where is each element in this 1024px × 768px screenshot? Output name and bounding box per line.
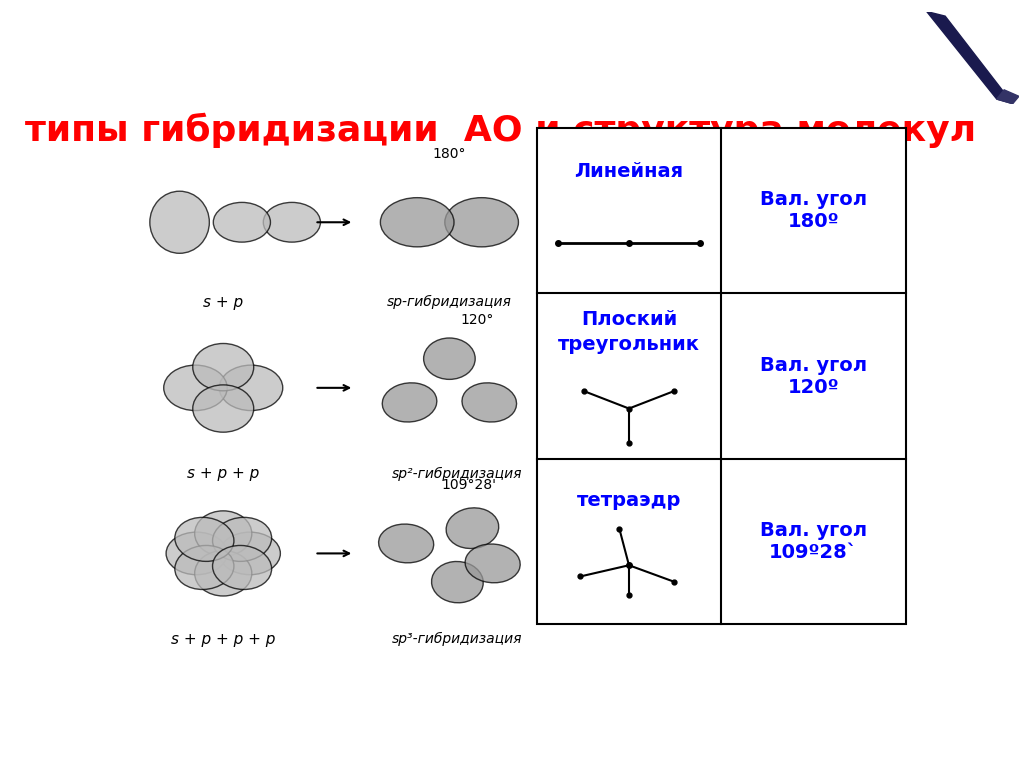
Text: типы гибридизации  АО и структура молекул: типы гибридизации АО и структура молекул xyxy=(26,113,977,148)
Text: 109°28': 109°28' xyxy=(441,478,497,492)
Ellipse shape xyxy=(379,524,434,563)
Bar xyxy=(537,127,905,624)
Text: Вал. угол
109º28`: Вал. угол 109º28` xyxy=(760,521,867,562)
Text: sp³-гибридизация: sp³-гибридизация xyxy=(392,632,522,646)
Text: тетраэдр: тетраэдр xyxy=(577,491,681,510)
Ellipse shape xyxy=(195,551,252,596)
Ellipse shape xyxy=(175,545,233,590)
Text: Вал. угол
180º: Вал. угол 180º xyxy=(760,190,867,231)
Ellipse shape xyxy=(213,518,271,561)
Text: s + p + p: s + p + p xyxy=(187,466,259,481)
Text: s + p: s + p xyxy=(203,295,244,310)
Ellipse shape xyxy=(424,338,475,379)
Text: 120°: 120° xyxy=(461,313,494,327)
Ellipse shape xyxy=(446,508,499,548)
Ellipse shape xyxy=(462,382,516,422)
Ellipse shape xyxy=(150,191,209,253)
Ellipse shape xyxy=(431,561,483,603)
Text: Вал. угол
120º: Вал. угол 120º xyxy=(760,356,867,396)
Ellipse shape xyxy=(164,365,227,411)
Ellipse shape xyxy=(219,532,281,574)
Text: Плоский
треугольник: Плоский треугольник xyxy=(558,310,700,353)
Polygon shape xyxy=(996,90,1019,104)
Text: sp²-гибридизация: sp²-гибридизация xyxy=(392,466,522,481)
Ellipse shape xyxy=(213,545,271,590)
Text: s + p + p + p: s + p + p + p xyxy=(171,631,275,647)
Text: Линейная: Линейная xyxy=(574,163,684,181)
Ellipse shape xyxy=(263,203,321,242)
Text: sp-гибридизация: sp-гибридизация xyxy=(387,295,512,310)
Ellipse shape xyxy=(380,197,454,247)
Ellipse shape xyxy=(219,365,283,411)
Ellipse shape xyxy=(213,203,270,242)
Ellipse shape xyxy=(465,544,520,583)
Ellipse shape xyxy=(193,343,254,391)
Ellipse shape xyxy=(193,385,254,432)
Polygon shape xyxy=(927,12,1013,104)
Ellipse shape xyxy=(166,532,227,574)
Ellipse shape xyxy=(175,518,233,561)
Ellipse shape xyxy=(382,382,437,422)
Text: 180°: 180° xyxy=(433,147,466,161)
Ellipse shape xyxy=(444,197,518,247)
Ellipse shape xyxy=(195,511,252,556)
